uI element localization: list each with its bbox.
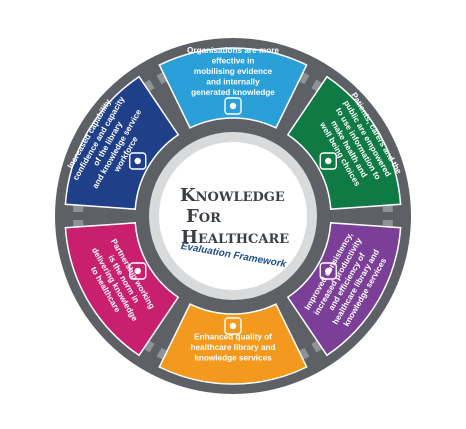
segment-left-top [64, 75, 180, 210]
target-icon [129, 262, 147, 280]
center-disc [159, 142, 307, 290]
segment-text-line: effective in [212, 57, 255, 66]
segment-text-line: knowledge services [194, 354, 272, 363]
segment-bottom [158, 303, 308, 385]
title-for: OR [199, 211, 221, 226]
binoculars-icon [224, 317, 242, 335]
segment-top [158, 47, 308, 129]
title-f-cap: F [186, 206, 199, 227]
svg-text:HEALTHCARE: HEALTHCARE [181, 227, 289, 248]
title-healthcare: EALTHCARE [198, 232, 289, 247]
segment-divider [145, 68, 187, 132]
title-knowledge: NOWLEDGE [196, 190, 285, 205]
handshake-icon [129, 152, 147, 170]
gears-cycle-icon [319, 152, 337, 170]
presentation-chart-icon [224, 97, 242, 115]
people-group-icon [319, 262, 337, 280]
segment-text-line: mobilising evidence [194, 67, 273, 76]
segment-text-line: Enhanced quality of [194, 333, 272, 342]
segment-text-line: generated knowledge [191, 88, 275, 97]
segment-divider [279, 300, 321, 364]
segment-text-line: and internally [206, 78, 260, 87]
segment-right-top [286, 75, 402, 210]
segment-divider [145, 300, 187, 364]
segments [64, 47, 402, 385]
segment-left-bottom [64, 222, 180, 357]
title-k-cap: K [180, 185, 197, 206]
svg-text:KNOWLEDGE: KNOWLEDGE [180, 185, 285, 206]
segment-right-bottom [286, 222, 402, 357]
svg-text:FOR: FOR [186, 206, 221, 227]
title-h-cap: H [181, 227, 198, 248]
segment-divider [279, 68, 321, 132]
segment-text-line: Organisations are more [187, 46, 279, 55]
segment-text-line: healthcare library and [190, 343, 275, 352]
segment-label-top: Organisations are more effective inmobili… [187, 46, 279, 97]
